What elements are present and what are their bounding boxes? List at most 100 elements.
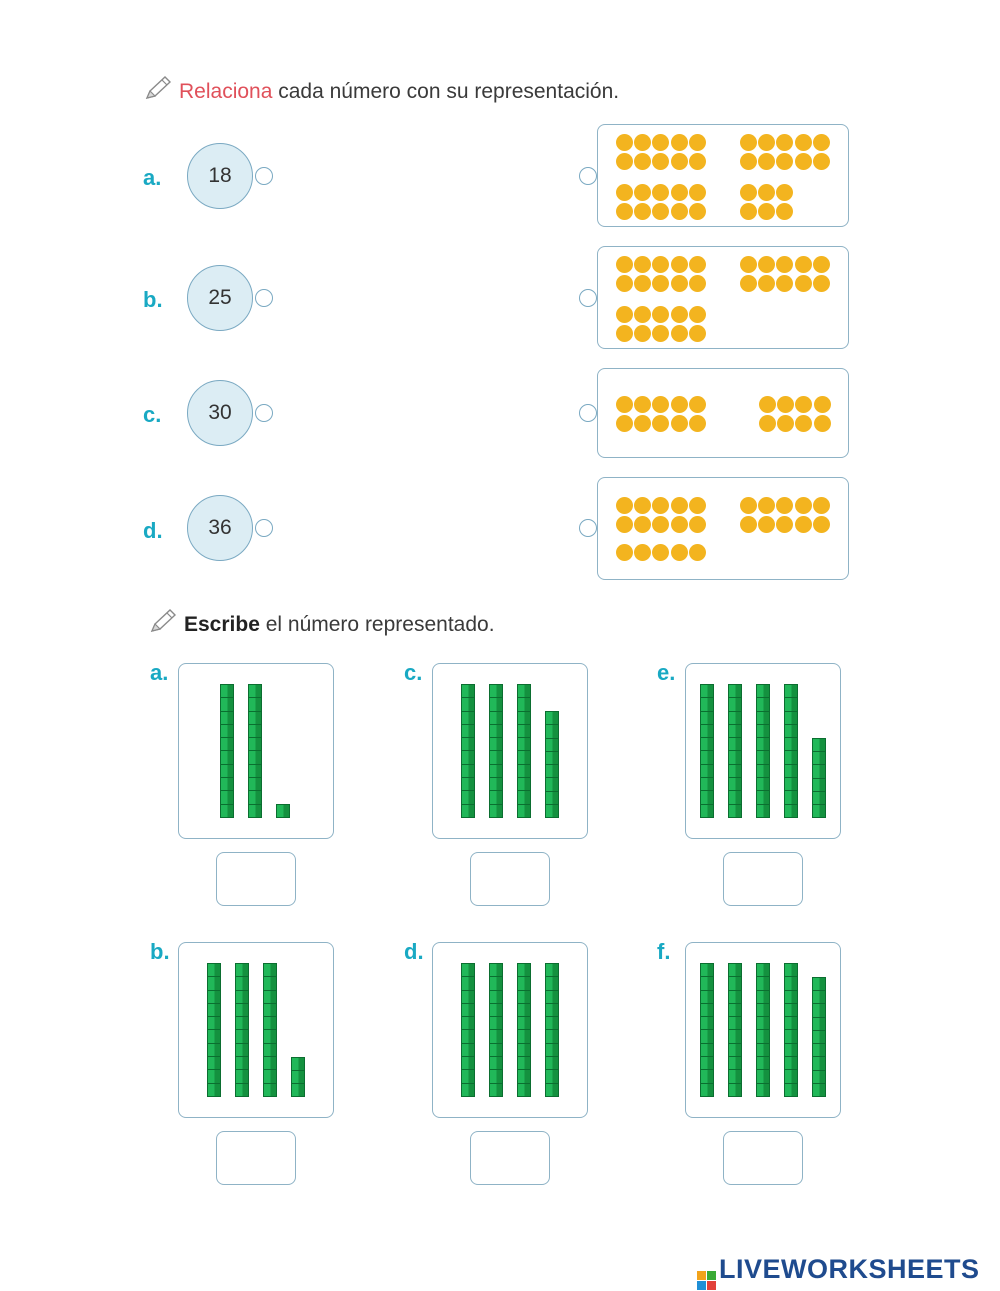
unit-cube: [208, 1083, 220, 1096]
counting-dot: [758, 152, 776, 170]
connector-left-c[interactable]: [255, 404, 273, 422]
unit-cube: [518, 964, 530, 978]
unit-cube: [518, 804, 530, 817]
unit-cube: [208, 1003, 220, 1018]
unit-cube: [490, 1017, 502, 1031]
counting-dot: [776, 152, 794, 170]
unit-cube: [462, 724, 474, 739]
counting-dot: [795, 414, 813, 432]
counting-dot: [688, 544, 706, 561]
unit-cube: [785, 1043, 797, 1058]
unit-cube: [546, 712, 558, 726]
counting-dot: [812, 497, 830, 514]
unit-cube: [462, 738, 474, 752]
unit-cube: [785, 804, 797, 817]
unit-cube: [701, 1003, 713, 1018]
counting-dot: [740, 152, 757, 170]
unit-cube: [462, 977, 474, 991]
counting-dot: [616, 202, 633, 220]
ten-rod: [784, 963, 798, 1097]
counting-dot: [777, 414, 795, 432]
unit-cube: [546, 804, 558, 817]
unit-cube: [462, 1057, 474, 1071]
connector-right-b[interactable]: [579, 289, 597, 307]
unit-cube: [546, 964, 558, 978]
connector-right-d[interactable]: [579, 519, 597, 537]
unit-cube: [757, 698, 769, 712]
unit-cube: [490, 1057, 502, 1071]
answer-input-c[interactable]: [470, 852, 550, 906]
unit-cube: [785, 1030, 797, 1044]
ten-rod: [517, 684, 531, 818]
unit-cube: [208, 964, 220, 978]
counting-dot: [652, 274, 670, 292]
unit-cube: [546, 1070, 558, 1084]
counting-dot: [758, 515, 776, 533]
counting-dot: [616, 306, 633, 323]
unit-cube: [701, 1070, 713, 1084]
counting-dot: [776, 256, 794, 273]
unit-cube: [757, 1057, 769, 1071]
unit-cube: [264, 1043, 276, 1058]
answer-input-e[interactable]: [723, 852, 803, 906]
unit-cube: [546, 725, 558, 739]
unit-cube: [757, 804, 769, 817]
answer-input-b[interactable]: [216, 1131, 296, 1185]
unit-cube: [462, 698, 474, 712]
unit-cube: [785, 1003, 797, 1018]
answer-input-d[interactable]: [470, 1131, 550, 1185]
counting-dot: [776, 274, 794, 292]
instruction-1-verb: Relaciona: [179, 80, 273, 103]
unit-cube: [546, 1017, 558, 1031]
unit-cube: [729, 1083, 741, 1096]
unit-cube: [462, 990, 474, 1004]
unit-cube: [757, 1083, 769, 1096]
unit-cube: [518, 698, 530, 712]
instruction-2: Escribe el número representado.: [148, 607, 495, 637]
counting-dot: [634, 256, 652, 273]
unit-cube: [462, 964, 474, 978]
unit-cube: [292, 1071, 304, 1084]
unit-cube: [249, 751, 261, 765]
dot-group: [616, 256, 706, 292]
answer-input-a[interactable]: [216, 852, 296, 906]
unit-cube: [546, 738, 558, 752]
unit-cube: [518, 685, 530, 699]
item-letter-c: c.: [404, 660, 423, 685]
counting-dot: [616, 414, 633, 432]
dot-group: [740, 256, 830, 292]
connector-left-a[interactable]: [255, 167, 273, 185]
connector-left-b[interactable]: [255, 289, 273, 307]
counting-dot: [634, 152, 652, 170]
connector-right-c[interactable]: [579, 404, 597, 422]
unit-cube: [462, 1070, 474, 1084]
unit-cube: [729, 764, 741, 779]
counting-dot: [634, 414, 652, 432]
dot-group: [759, 396, 831, 432]
unit-cube: [292, 1058, 304, 1071]
counting-dot: [670, 324, 688, 342]
ten-rod: [489, 684, 503, 818]
unit-cube: [701, 1030, 713, 1044]
unit-cube: [546, 1057, 558, 1071]
unit-cube: [518, 778, 530, 792]
unit-cube: [490, 685, 502, 699]
unit-cube: [518, 1057, 530, 1071]
unit-cube: [546, 778, 558, 792]
unit-cube: [813, 1004, 825, 1018]
unit-cube: [701, 724, 713, 739]
unit-cube: [546, 751, 558, 765]
unit-cube: [221, 778, 233, 792]
unit-cube: [701, 990, 713, 1004]
unit-cube: [757, 724, 769, 739]
connector-left-d[interactable]: [255, 519, 273, 537]
connector-right-a[interactable]: [579, 167, 597, 185]
unit-cube: [813, 778, 825, 792]
item-letter-b: b.: [150, 939, 170, 964]
answer-input-f[interactable]: [723, 1131, 803, 1185]
unit-cube: [249, 778, 261, 792]
counting-dot: [670, 414, 688, 432]
unit-cube: [236, 990, 248, 1004]
unit-cube: [518, 1030, 530, 1044]
unit-cube: [249, 764, 261, 779]
